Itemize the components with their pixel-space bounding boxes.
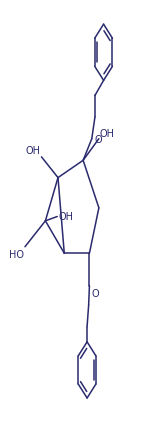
Text: OH: OH [100,128,115,138]
Text: O: O [91,288,99,298]
Text: OH: OH [26,145,41,155]
Text: OH: OH [58,211,73,221]
Text: O: O [94,135,102,145]
Text: HO: HO [9,250,24,260]
